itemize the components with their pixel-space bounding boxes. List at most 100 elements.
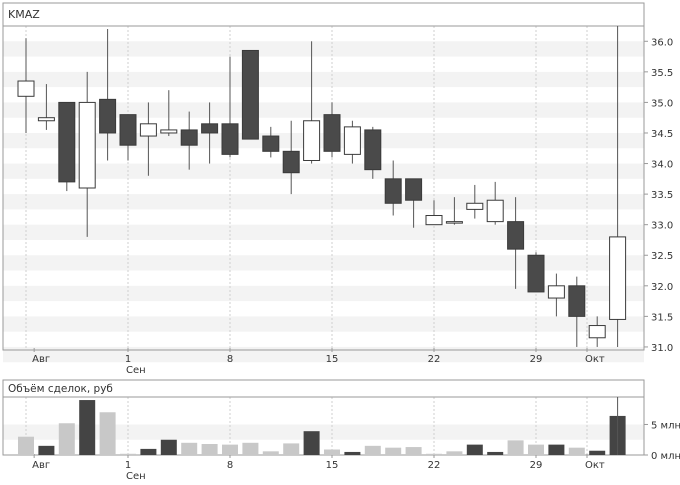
candle-body-up <box>425 215 443 226</box>
price-y-tick-label: 34.5 <box>651 129 673 140</box>
candle-body-down <box>568 285 586 317</box>
price-grid-band <box>3 285 644 302</box>
volume-bars <box>18 397 626 455</box>
candle-body-up <box>466 202 484 210</box>
candle-body-down <box>58 101 76 183</box>
volume-bar <box>568 447 585 455</box>
volume-bar <box>262 451 279 455</box>
volume-bar <box>446 451 463 455</box>
volume-bar <box>487 451 504 455</box>
volume-bar <box>18 436 34 455</box>
price-y-tick-label: 32.5 <box>651 251 673 262</box>
volume-bar <box>364 445 381 455</box>
candle-body-down <box>384 178 402 204</box>
volume-grid-bands <box>3 424 644 440</box>
volume-bar <box>405 447 422 455</box>
candle-body-down <box>221 123 239 155</box>
price-y-tick-label: 31.0 <box>651 343 673 354</box>
price-x-tick-label: Авг <box>32 354 50 365</box>
volume-bar <box>507 440 524 455</box>
price-y-tick-label: 32.0 <box>651 282 673 293</box>
volume-x-tick-label: Окт <box>585 460 605 471</box>
volume-bar <box>385 447 402 455</box>
price-chart-title: KMAZ <box>8 8 40 21</box>
candle-body-up <box>78 101 96 189</box>
price-y-tick-label: 33.5 <box>651 190 673 201</box>
price-grid-band <box>3 346 644 363</box>
volume-bar <box>181 442 198 455</box>
volume-bar <box>120 453 136 455</box>
candles <box>17 26 627 347</box>
candle-body-down <box>282 150 300 174</box>
candle-body-down <box>262 135 280 152</box>
price-x-tick-label: 1 <box>125 354 131 365</box>
price-grid-band <box>3 255 644 271</box>
volume-bar <box>426 453 442 455</box>
price-grid-band <box>3 194 644 210</box>
candle-body-down <box>323 114 341 152</box>
volume-bar <box>466 444 483 455</box>
candle-body-down <box>201 123 219 134</box>
volume-bar <box>58 423 75 455</box>
price-panel: KMAZ 36.0 35.5 35.0 34.5 34.0 33.5 33.0 32.5 32.… <box>2 2 673 376</box>
volume-x-tick-label: 8 <box>227 460 233 471</box>
candle-body-down <box>99 98 117 134</box>
volume-x-tick-label: 15 <box>326 460 339 471</box>
volume-bar <box>38 445 55 455</box>
price-grid-band <box>3 102 644 118</box>
candle-body-down <box>507 221 525 250</box>
candle-body-up <box>37 117 55 122</box>
candle-body-down <box>180 129 198 146</box>
volume-x-tick-label: 29 <box>530 460 543 471</box>
price-x-tick-label: Окт <box>585 354 605 365</box>
volume-x-tick-label: 1 <box>125 460 131 471</box>
volume-grid-band <box>3 424 644 440</box>
volume-x-tick-label: Авг <box>32 460 50 471</box>
candle-body-up <box>547 285 565 299</box>
price-x-tick-label: Сен <box>126 365 146 376</box>
candle-body-up <box>303 120 321 161</box>
price-x-tick-label: 8 <box>227 354 233 365</box>
candle-body-up <box>588 325 606 339</box>
volume-bar <box>222 444 238 455</box>
price-y-tick-label: 35.0 <box>651 98 673 109</box>
volume-y-axis: 5 млн 0 млн <box>644 420 680 462</box>
candle-body-down <box>119 114 137 146</box>
volume-bar <box>140 448 157 455</box>
price-x-tick-label: 29 <box>530 354 543 365</box>
volume-bar <box>283 443 300 455</box>
volume-bar <box>303 431 320 455</box>
volume-x-tick-label: 22 <box>428 460 441 471</box>
candle-body-up <box>343 126 361 155</box>
price-y-tick-label: 31.5 <box>651 312 673 323</box>
candle-body-up <box>17 80 35 97</box>
price-grid-band <box>3 316 644 332</box>
candle-body-up <box>609 236 627 320</box>
volume-bar <box>79 400 96 455</box>
price-x-tick-label: 15 <box>326 354 339 365</box>
price-y-axis: 36.0 35.5 35.0 34.5 34.0 33.5 33.0 32.5 32.0 31.5… <box>644 37 673 354</box>
price-grid-band <box>3 224 644 240</box>
volume-bar <box>160 439 177 455</box>
volume-bar <box>201 444 218 455</box>
volume-bar <box>589 450 606 455</box>
volume-chart-title: Объём сделок, руб <box>8 383 113 395</box>
volume-x-tick-label: Сен <box>126 471 146 482</box>
price-grid-band <box>3 41 644 57</box>
volume-bar <box>528 444 544 455</box>
price-y-tick-label: 33.0 <box>651 221 673 232</box>
candle-body-up <box>445 221 463 224</box>
price-y-tick-label: 35.5 <box>651 68 673 79</box>
volume-y-tick-label: 0 млн <box>651 451 680 462</box>
candle-body-up <box>160 129 178 134</box>
price-y-tick-label: 36.0 <box>651 37 673 48</box>
price-header-frame <box>2 2 645 27</box>
volume-y-tick-label: 5 млн <box>651 420 680 431</box>
price-x-tick-label: 22 <box>428 354 441 365</box>
volume-bar <box>242 442 259 455</box>
volume-bar <box>324 449 340 455</box>
candle-body-down <box>405 178 423 201</box>
